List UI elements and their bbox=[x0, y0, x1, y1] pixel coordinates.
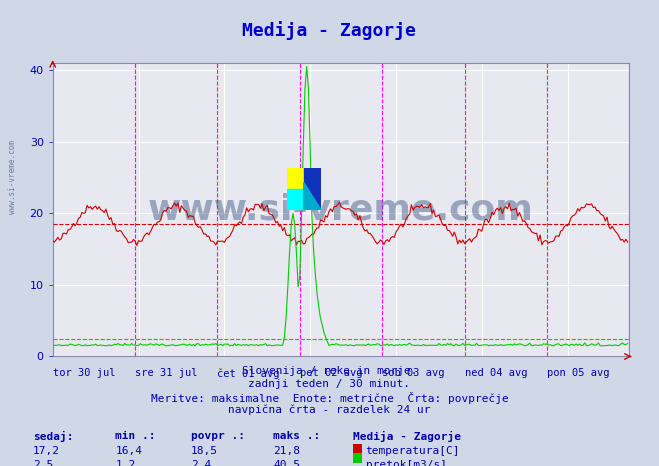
Text: 40,5: 40,5 bbox=[273, 460, 301, 466]
Text: navpična črta - razdelek 24 ur: navpična črta - razdelek 24 ur bbox=[228, 405, 431, 416]
Text: 2,4: 2,4 bbox=[191, 460, 212, 466]
Polygon shape bbox=[304, 182, 321, 210]
Text: 1,2: 1,2 bbox=[115, 460, 136, 466]
Bar bbox=[287, 189, 304, 210]
Text: čet 01 avg: čet 01 avg bbox=[217, 368, 280, 379]
Text: 2,5: 2,5 bbox=[33, 460, 53, 466]
Text: www.si-vreme.com: www.si-vreme.com bbox=[8, 140, 17, 214]
Text: sob 03 avg: sob 03 avg bbox=[382, 368, 445, 378]
Text: 21,8: 21,8 bbox=[273, 446, 301, 456]
Text: maks .:: maks .: bbox=[273, 431, 321, 441]
Text: 16,4: 16,4 bbox=[115, 446, 142, 456]
Text: pet 02 avg: pet 02 avg bbox=[300, 368, 362, 378]
Text: 17,2: 17,2 bbox=[33, 446, 60, 456]
Text: Slovenija / reke in morje.: Slovenija / reke in morje. bbox=[242, 366, 417, 376]
Text: ned 04 avg: ned 04 avg bbox=[465, 368, 527, 378]
Text: Medija - Zagorje: Medija - Zagorje bbox=[243, 21, 416, 40]
Bar bbox=[304, 168, 321, 210]
Text: pon 05 avg: pon 05 avg bbox=[547, 368, 610, 378]
Bar bbox=[287, 168, 304, 189]
Text: povpr .:: povpr .: bbox=[191, 431, 245, 441]
Text: www.si-vreme.com: www.si-vreme.com bbox=[148, 193, 534, 226]
Text: 18,5: 18,5 bbox=[191, 446, 218, 456]
Text: tor 30 jul: tor 30 jul bbox=[53, 368, 115, 378]
Text: Meritve: maksimalne  Enote: metrične  Črta: povprečje: Meritve: maksimalne Enote: metrične Črta… bbox=[151, 392, 508, 404]
Text: min .:: min .: bbox=[115, 431, 156, 441]
Text: zadnji teden / 30 minut.: zadnji teden / 30 minut. bbox=[248, 379, 411, 389]
Text: sre 31 jul: sre 31 jul bbox=[135, 368, 198, 378]
Text: temperatura[C]: temperatura[C] bbox=[366, 446, 460, 456]
Text: pretok[m3/s]: pretok[m3/s] bbox=[366, 460, 447, 466]
Text: Medija - Zagorje: Medija - Zagorje bbox=[353, 431, 461, 442]
Text: sedaj:: sedaj: bbox=[33, 431, 73, 442]
